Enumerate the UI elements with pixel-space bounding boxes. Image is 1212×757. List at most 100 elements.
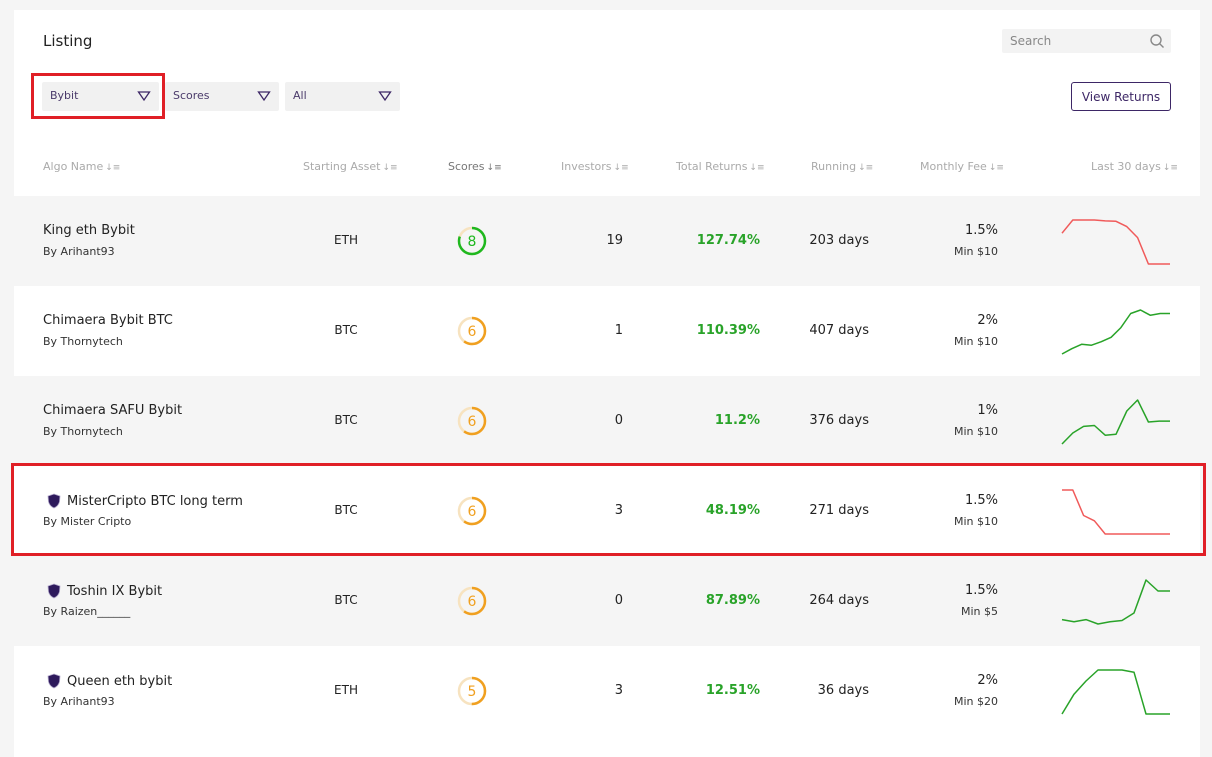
algo-author: By Thornytech: [43, 425, 123, 438]
monthly-fee: 1.5%: [964, 583, 998, 598]
algo-name[interactable]: Chimaera Bybit BTC: [43, 313, 173, 328]
algo-name-label: King eth Bybit: [43, 223, 135, 238]
chevron-down-icon: [378, 91, 392, 102]
score-ring: 5: [457, 676, 487, 706]
total-returns: 127.74%: [696, 233, 760, 248]
score-value: 6: [468, 504, 477, 520]
min-fee: Min $10: [953, 335, 998, 348]
sparkline-series: [1061, 669, 1170, 715]
running-days: 407 days: [809, 323, 869, 338]
running-days: 203 days: [809, 233, 869, 248]
total-returns: 12.51%: [705, 683, 760, 698]
score-ring: 8: [457, 226, 487, 256]
starting-asset: ETH: [334, 683, 358, 697]
sort-icon: ↓≡: [858, 163, 874, 173]
starting-asset: BTC: [334, 503, 358, 517]
investors-count: 3: [614, 503, 623, 518]
table-row[interactable]: Chimaera Bybit BTC By Thornytech BTC 6 1 110.…: [14, 286, 1200, 376]
column-header-monthly-fee[interactable]: Monthly Fee ↓≡: [920, 160, 1004, 173]
chevron-down-icon: [137, 91, 151, 102]
algo-author: By Arihant93: [43, 695, 115, 708]
algo-name-label: Chimaera SAFU Bybit: [43, 403, 183, 418]
column-header-total-returns[interactable]: Total Returns ↓≡: [676, 160, 765, 173]
shield-icon: [47, 583, 61, 599]
monthly-fee: 2%: [977, 673, 998, 688]
sparkline-series: [1061, 309, 1170, 355]
sparkline-chart: [1061, 669, 1170, 715]
algo-name[interactable]: Toshin IX Bybit: [43, 583, 162, 599]
scores-filter-label: Scores: [173, 89, 210, 102]
sparkline-series: [1061, 579, 1170, 625]
sparkline-chart: [1061, 219, 1170, 265]
sort-icon: ↓≡: [988, 163, 1004, 173]
min-fee: Min $10: [953, 245, 998, 258]
search-icon[interactable]: [1149, 33, 1165, 49]
total-returns: 110.39%: [696, 323, 760, 338]
page-title: Listing: [43, 32, 93, 50]
sparkline-series: [1061, 219, 1170, 265]
score-ring: 6: [457, 406, 487, 436]
sort-icon: ↓≡: [749, 163, 765, 173]
monthly-fee: 2%: [977, 313, 998, 328]
scores-filter[interactable]: Scores: [165, 82, 279, 111]
table-row[interactable]: Queen eth bybit By Arihant93 ETH 5 3 12.51% 36…: [14, 646, 1200, 736]
type-filter-label: All: [293, 89, 307, 102]
sparkline-chart: [1062, 489, 1170, 535]
table-row[interactable]: Toshin IX Bybit By Raizen______ BTC 6 0 87.89…: [14, 556, 1200, 646]
starting-asset: BTC: [334, 413, 358, 427]
algo-name[interactable]: MisterCripto BTC long term: [43, 493, 243, 509]
sort-icon: ↓≡: [382, 163, 398, 173]
min-fee: Min $5: [960, 605, 998, 618]
algo-name-label: MisterCripto BTC long term: [67, 493, 243, 509]
total-returns: 87.89%: [705, 593, 760, 608]
sort-icon: ↓≡: [613, 163, 629, 173]
running-days: 376 days: [809, 413, 869, 428]
algo-name[interactable]: Queen eth bybit: [43, 673, 172, 689]
column-header-scores[interactable]: Scores ↓≡: [448, 160, 502, 173]
column-header-running[interactable]: Running ↓≡: [811, 160, 874, 173]
column-header-last-30-days[interactable]: Last 30 days ↓≡: [1091, 160, 1178, 173]
view-returns-button[interactable]: View Returns: [1071, 82, 1171, 111]
sparkline-chart: [1061, 309, 1170, 355]
monthly-fee: 1.5%: [964, 493, 998, 508]
table-row[interactable]: MisterCripto BTC long term By Mister Crip…: [14, 466, 1200, 556]
table-row[interactable]: Chimaera SAFU Bybit By Thornytech BTC 6 0 11.…: [14, 376, 1200, 466]
exchange-filter-label: Bybit: [50, 89, 79, 102]
sort-icon: ↓≡: [1162, 163, 1178, 173]
search-input[interactable]: [1002, 29, 1142, 53]
sparkline-series: [1061, 399, 1170, 445]
column-header-investors[interactable]: Investors ↓≡: [561, 160, 629, 173]
running-days: 36 days: [817, 683, 869, 698]
exchange-filter[interactable]: Bybit: [42, 82, 159, 111]
monthly-fee: 1%: [977, 403, 998, 418]
score-ring: 6: [457, 316, 487, 346]
sparkline-chart: [1061, 399, 1170, 445]
algo-name-label: Chimaera Bybit BTC: [43, 313, 173, 328]
sparkline-series: [1062, 489, 1170, 535]
total-returns: 48.19%: [705, 503, 760, 518]
starting-asset: ETH: [334, 233, 358, 247]
score-ring: 6: [457, 586, 487, 616]
score-ring: 6: [457, 496, 487, 526]
starting-asset: BTC: [334, 323, 358, 337]
table-row[interactable]: King eth Bybit By Arihant93 ETH 8 19 127.74% 2…: [14, 196, 1200, 286]
algo-name[interactable]: King eth Bybit: [43, 223, 135, 238]
chevron-down-icon: [257, 91, 271, 102]
monthly-fee: 1.5%: [964, 223, 998, 238]
min-fee: Min $20: [953, 695, 998, 708]
running-days: 264 days: [809, 593, 869, 608]
investors-count: 1: [614, 323, 623, 338]
investors-count: 0: [614, 413, 623, 428]
algo-author: By Mister Cripto: [43, 515, 132, 528]
search-box[interactable]: [1002, 29, 1171, 53]
algo-name[interactable]: Chimaera SAFU Bybit: [43, 403, 182, 418]
column-header-algo-name[interactable]: Algo Name ↓≡: [43, 160, 121, 173]
column-header-starting-asset[interactable]: Starting Asset ↓≡: [303, 160, 398, 173]
type-filter[interactable]: All: [285, 82, 400, 111]
min-fee: Min $10: [953, 515, 998, 528]
starting-asset: BTC: [334, 593, 358, 607]
algo-name-label: Toshin IX Bybit: [67, 583, 163, 599]
algo-author: By Raizen______: [43, 605, 131, 618]
algo-author: By Thornytech: [43, 335, 123, 348]
sparkline-chart: [1061, 579, 1170, 625]
